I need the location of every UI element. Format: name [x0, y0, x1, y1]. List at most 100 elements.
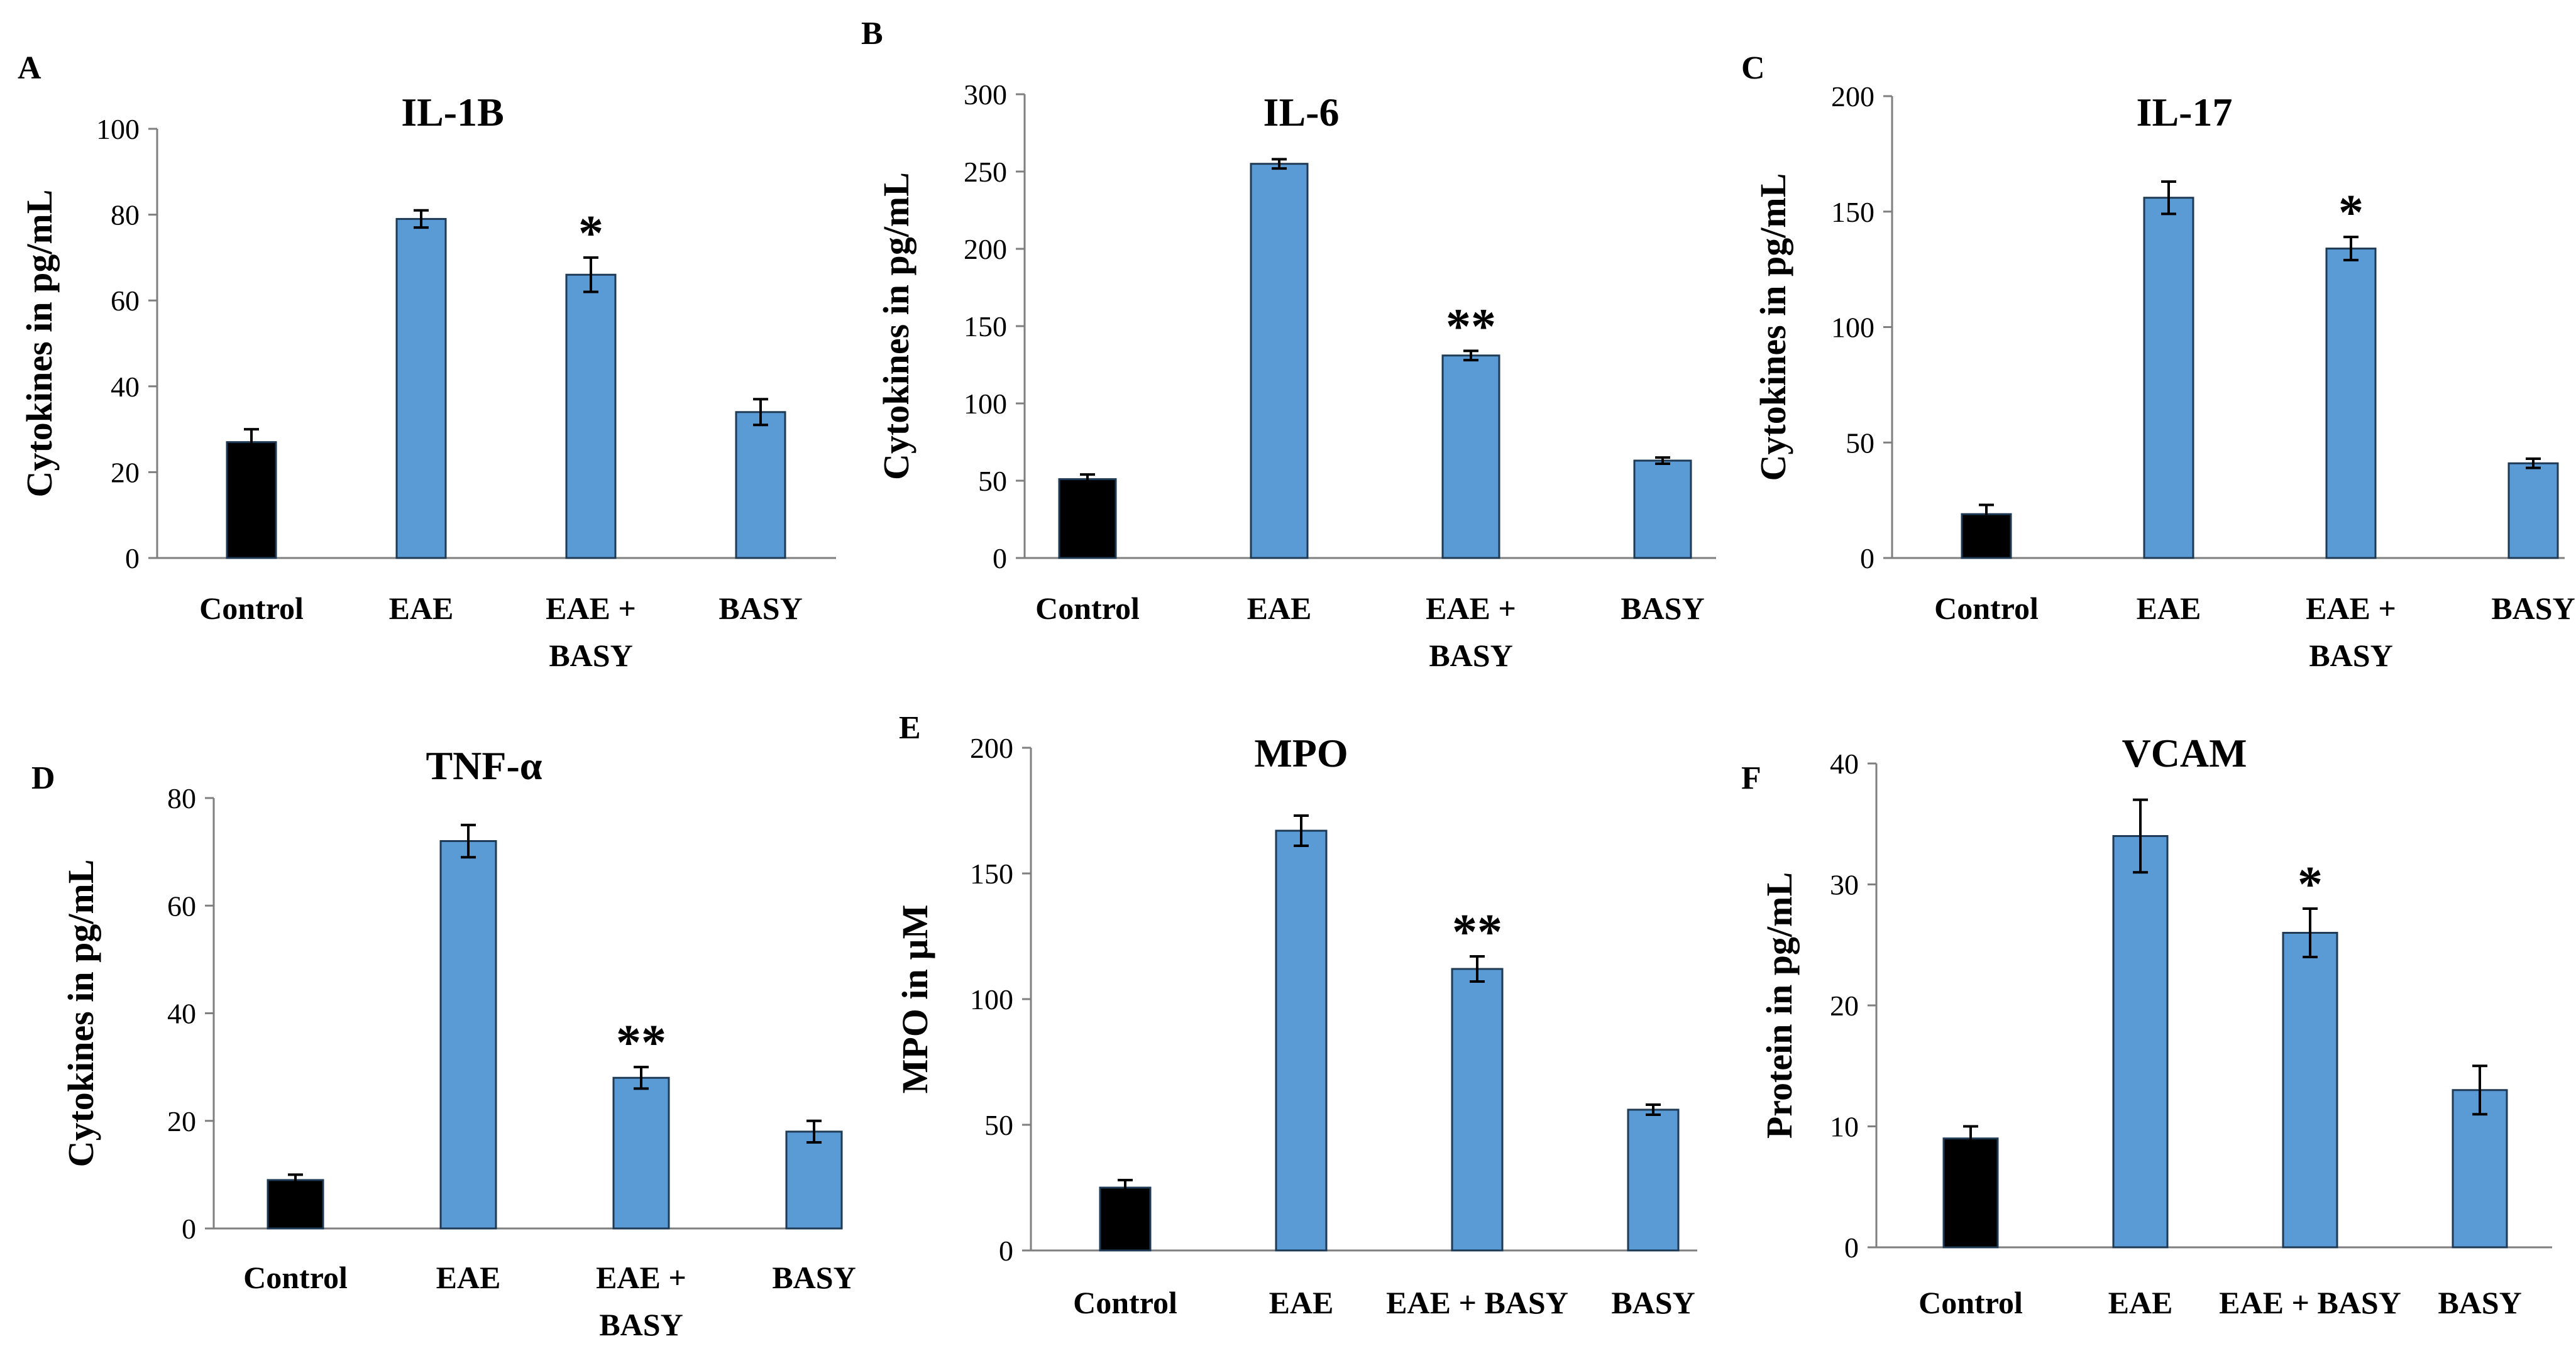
- chart-panel-c: C IL-17 0 50 100 150 200 Cytokines in pg/mL Cont…: [1741, 50, 2575, 673]
- y-tick-label: 30: [1830, 869, 1859, 901]
- chart-panel-f: F VCAM 0 10 20 30 40 Protein in pg/mL Control EAE…: [1741, 731, 2552, 1320]
- y-tick-label: 40: [167, 998, 196, 1030]
- category-label: Control: [1035, 591, 1140, 626]
- category-label: EAE: [2137, 591, 2201, 626]
- chart-title: VCAM: [2122, 731, 2247, 775]
- category-label: Control: [1934, 591, 2039, 626]
- y-tick-label: 150: [1831, 196, 1874, 228]
- y-tick-label: 200: [970, 732, 1013, 764]
- significance-marker: *: [2298, 857, 2323, 912]
- category-label: BASY: [772, 1260, 856, 1295]
- bar: [2452, 1089, 2508, 1249]
- category-label: EAE: [2108, 1285, 2173, 1320]
- bar: [226, 441, 277, 559]
- y-tick-label: 150: [964, 310, 1007, 342]
- bar: [785, 1130, 843, 1230]
- panel-letter: C: [1741, 50, 1765, 86]
- y-tick-label: 100: [1831, 312, 1874, 344]
- y-tick-label: 50: [1846, 427, 1874, 459]
- y-tick-label: 20: [167, 1105, 196, 1137]
- chart-title: IL-17: [2137, 90, 2233, 134]
- y-tick-label: 0: [1844, 1232, 1859, 1264]
- category-label: BASY: [2438, 1285, 2521, 1320]
- y-tick-label: 300: [964, 79, 1007, 111]
- category-label: Control: [1073, 1285, 1177, 1320]
- bar: [395, 217, 447, 559]
- y-tick-label: 100: [964, 388, 1007, 420]
- chart-title: IL-1B: [401, 90, 504, 134]
- bar: [1942, 1137, 1999, 1249]
- bar: [1451, 968, 1504, 1252]
- chart-panel-b: B IL-6 0 50 100 150 200 250 300 Cytokines in pg/m…: [861, 16, 1716, 673]
- bar: [1441, 354, 1500, 559]
- category-label: EAE: [1269, 1285, 1334, 1320]
- category-label: EAE +: [546, 591, 636, 626]
- bar: [565, 273, 617, 559]
- bar: [735, 411, 786, 559]
- y-axis-title: Cytokines in pg/mL: [60, 860, 101, 1168]
- y-tick-label: 200: [1831, 80, 1874, 112]
- chart-panel-d: D TNF-α 0 20 40 60 80 Cytokines in pg/mL Control…: [31, 743, 856, 1342]
- category-label: BASY: [2491, 591, 2575, 626]
- bar: [2143, 197, 2194, 559]
- panel-letter: D: [31, 760, 55, 796]
- category-label: BASY: [2309, 638, 2392, 673]
- y-tick-label: 40: [111, 371, 140, 403]
- y-tick-label: 20: [1830, 990, 1859, 1022]
- y-tick-label: 60: [167, 890, 196, 922]
- y-tick-label: 40: [1830, 748, 1859, 780]
- significance-marker: **: [1446, 299, 1496, 354]
- y-tick-label: 0: [993, 542, 1007, 574]
- significance-marker: **: [1452, 905, 1502, 960]
- y-axis-title: Cytokines in pg/mL: [1753, 173, 1793, 481]
- category-label: Control: [243, 1260, 348, 1295]
- category-label: EAE: [389, 591, 454, 626]
- category-label: Control: [1918, 1285, 2023, 1320]
- y-tick-label: 10: [1830, 1111, 1859, 1143]
- category-label: Control: [199, 591, 304, 626]
- bar: [267, 1179, 324, 1230]
- bar: [1250, 163, 1309, 559]
- y-tick-label: 100: [96, 113, 140, 145]
- y-tick-label: 100: [970, 983, 1013, 1015]
- category-label: EAE +: [1426, 591, 1516, 626]
- category-label: BASY: [1621, 591, 1704, 626]
- y-tick-label: 20: [111, 456, 140, 488]
- chart-title: IL-6: [1263, 90, 1340, 134]
- category-label: BASY: [718, 591, 802, 626]
- category-label: BASY: [599, 1307, 683, 1342]
- bar: [1275, 829, 1328, 1252]
- significance-marker: **: [616, 1015, 666, 1071]
- bar: [2507, 462, 2559, 559]
- y-tick-label: 0: [125, 542, 140, 574]
- bar: [2112, 835, 2169, 1249]
- y-tick-label: 0: [182, 1213, 196, 1245]
- panel-letter: A: [18, 50, 41, 86]
- bar: [439, 840, 497, 1230]
- category-label: EAE: [1247, 591, 1312, 626]
- y-tick-label: 50: [978, 465, 1007, 497]
- category-label: BASY: [549, 638, 632, 673]
- bar: [2282, 932, 2338, 1249]
- panel-letter: E: [899, 710, 921, 746]
- y-tick-label: 80: [167, 782, 196, 814]
- category-label: EAE + BASY: [1386, 1285, 1568, 1320]
- category-label: BASY: [1611, 1285, 1695, 1320]
- chart-title: TNF-α: [426, 743, 542, 788]
- significance-marker: *: [578, 206, 603, 261]
- bar: [1627, 1108, 1680, 1252]
- bar: [612, 1076, 670, 1230]
- bar: [1099, 1186, 1152, 1252]
- y-axis-title: MPO in µM: [894, 905, 935, 1094]
- category-label: BASY: [1429, 638, 1512, 673]
- panel-letter: B: [861, 16, 883, 52]
- y-tick-label: 150: [970, 858, 1013, 890]
- bar: [1633, 459, 1692, 559]
- y-axis-title: Cytokines in pg/mL: [876, 172, 916, 480]
- y-tick-label: 0: [1860, 542, 1874, 574]
- y-axis-title: Protein in pg/mL: [1759, 872, 1800, 1139]
- chart-panel-a: A IL-1B 0 20 40 60 80 100 Cytokines in pg/mL Cont…: [18, 50, 836, 673]
- y-tick-label: 60: [111, 285, 140, 317]
- category-label: EAE +: [596, 1260, 686, 1295]
